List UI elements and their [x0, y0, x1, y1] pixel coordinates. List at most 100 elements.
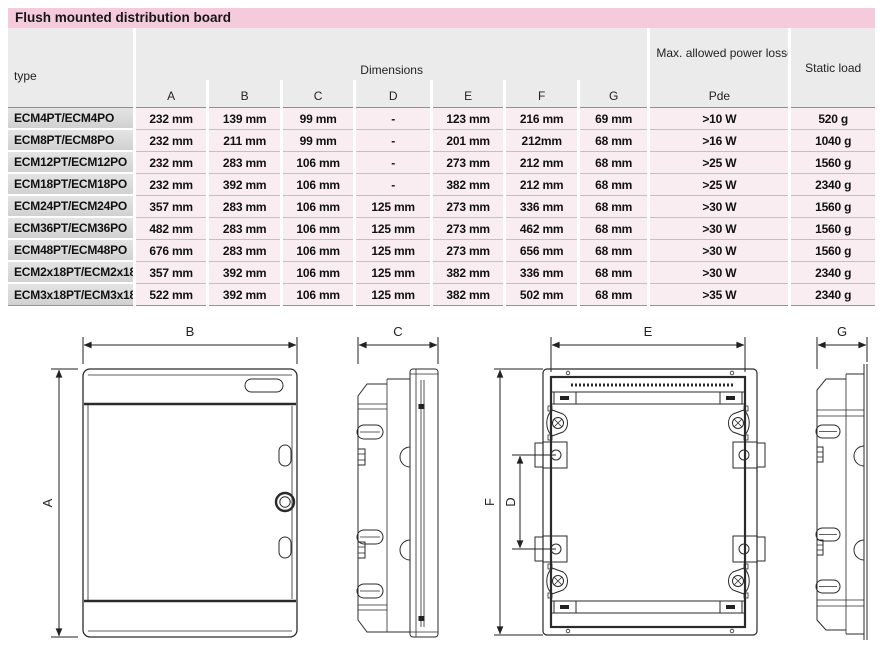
- value-cell: 125 mm: [356, 240, 430, 262]
- value-cell: 502 mm: [506, 284, 577, 306]
- value-cell: 212mm: [506, 130, 577, 152]
- value-cell: >35 W: [650, 284, 789, 306]
- type-cell: ECM8PT/ECM8PO: [8, 130, 133, 152]
- value-cell: 357 mm: [135, 196, 207, 218]
- side-view-drawing: C: [356, 324, 439, 638]
- wall-side-view-drawing: G: [815, 324, 868, 640]
- value-cell: 106 mm: [282, 284, 354, 306]
- value-cell: 125 mm: [356, 284, 430, 306]
- value-cell: >16 W: [650, 130, 789, 152]
- value-cell: -: [356, 130, 430, 152]
- type-cell: ECM36PT/ECM36PO: [8, 218, 133, 240]
- value-cell: 1560 g: [791, 240, 875, 262]
- door-lock: [274, 491, 296, 513]
- value-cell: 68 mm: [579, 262, 648, 284]
- corner-fastener: [728, 563, 750, 599]
- column-group-dimensions: Dimensions: [135, 28, 648, 80]
- value-cell: 106 mm: [282, 218, 354, 240]
- table-row: ECM12PT/ECM12PO 232 mm 283 mm 106 mm -273 mm…: [8, 152, 875, 174]
- value-cell: 99 mm: [282, 130, 354, 152]
- value-cell: 216 mm: [506, 108, 577, 130]
- value-cell: 2340 g: [791, 284, 875, 306]
- value-cell: 99 mm: [282, 108, 354, 130]
- column-header-b: B: [209, 80, 280, 108]
- value-cell: >30 W: [650, 262, 789, 284]
- din-rail-top: [551, 391, 745, 405]
- value-cell: 1560 g: [791, 218, 875, 240]
- value-cell: 1040 g: [791, 130, 875, 152]
- column-header-type: type: [8, 28, 133, 108]
- value-cell: 392 mm: [209, 284, 280, 306]
- value-cell: 106 mm: [282, 196, 354, 218]
- value-cell: 68 mm: [579, 152, 648, 174]
- value-cell: 392 mm: [209, 262, 280, 284]
- fixing-tab: [534, 441, 766, 563]
- value-cell: 139 mm: [209, 108, 280, 130]
- value-cell: 1560 g: [791, 196, 875, 218]
- dimension-f-label: F: [483, 498, 497, 506]
- type-cell: ECM48PT/ECM48PO: [8, 240, 133, 262]
- value-cell: 2340 g: [791, 262, 875, 284]
- value-cell: 232 mm: [135, 108, 207, 130]
- value-cell: >30 W: [650, 196, 789, 218]
- value-cell: >25 W: [650, 152, 789, 174]
- value-cell: 273 mm: [432, 152, 504, 174]
- dimension-table: type Dimensions Max. allowed power losse…: [5, 28, 878, 306]
- value-cell: 382 mm: [432, 174, 504, 196]
- column-header-power-losses: Max. allowed power losses when Max. numb…: [650, 28, 789, 80]
- value-cell: >30 W: [650, 240, 789, 262]
- dimension-e-label: E: [644, 324, 653, 339]
- column-header-d: D: [356, 80, 430, 108]
- value-cell: 123 mm: [432, 108, 504, 130]
- value-cell: 2340 g: [791, 174, 875, 196]
- back-view-drawing: E F: [483, 324, 766, 636]
- value-cell: 69 mm: [579, 108, 648, 130]
- value-cell: 1560 g: [791, 152, 875, 174]
- column-header-e: E: [432, 80, 504, 108]
- value-cell: 106 mm: [282, 240, 354, 262]
- value-cell: 382 mm: [432, 284, 504, 306]
- type-cell: ECM4PT/ECM4PO: [8, 108, 133, 130]
- column-header-static-load: Static load: [791, 28, 875, 108]
- type-cell: ECM24PT/ECM24PO: [8, 196, 133, 218]
- value-cell: 462 mm: [506, 218, 577, 240]
- value-cell: 68 mm: [579, 196, 648, 218]
- value-cell: 382 mm: [432, 262, 504, 284]
- type-cell: ECM3x18PT/ECM3x18PO: [8, 284, 133, 306]
- value-cell: 232 mm: [135, 174, 207, 196]
- value-cell: 336 mm: [506, 196, 577, 218]
- value-cell: -: [356, 152, 430, 174]
- value-cell: 522 mm: [135, 284, 207, 306]
- value-cell: 106 mm: [282, 174, 354, 196]
- table-row: ECM24PT/ECM24PO 357 mm 283 mm 106 mm 125 mm 2…: [8, 196, 875, 218]
- value-cell: 68 mm: [579, 174, 648, 196]
- type-cell: ECM12PT/ECM12PO: [8, 152, 133, 174]
- table-row: ECM36PT/ECM36PO 482 mm 283 mm 106 mm 125 mm 2…: [8, 218, 875, 240]
- dimension-c-label: C: [393, 324, 402, 339]
- value-cell: 212 mm: [506, 152, 577, 174]
- value-cell: >25 W: [650, 174, 789, 196]
- type-cell: ECM2x18PT/ECM2x18PO: [8, 262, 133, 284]
- corner-fastener: [728, 405, 750, 441]
- value-cell: 482 mm: [135, 218, 207, 240]
- value-cell: 232 mm: [135, 152, 207, 174]
- dimension-b-label: B: [186, 324, 195, 339]
- corner-fastener: [546, 563, 568, 599]
- value-cell: -: [356, 174, 430, 196]
- value-cell: >10 W: [650, 108, 789, 130]
- value-cell: 520 g: [791, 108, 875, 130]
- value-cell: 232 mm: [135, 130, 207, 152]
- value-cell: 211 mm: [209, 130, 280, 152]
- dimension-d-label: D: [503, 497, 518, 506]
- value-cell: 392 mm: [209, 174, 280, 196]
- din-rail-bottom: [551, 600, 745, 614]
- type-cell: ECM18PT/ECM18PO: [8, 174, 133, 196]
- column-header-pde: Pde: [650, 80, 789, 108]
- column-header-c: C: [282, 80, 354, 108]
- table-row: ECM4PT/ECM4PO 232 mm 139 mm 99 mm -123 mm 216…: [8, 108, 875, 130]
- page-title: Flush mounted distribution board: [8, 8, 875, 28]
- value-cell: 125 mm: [356, 218, 430, 240]
